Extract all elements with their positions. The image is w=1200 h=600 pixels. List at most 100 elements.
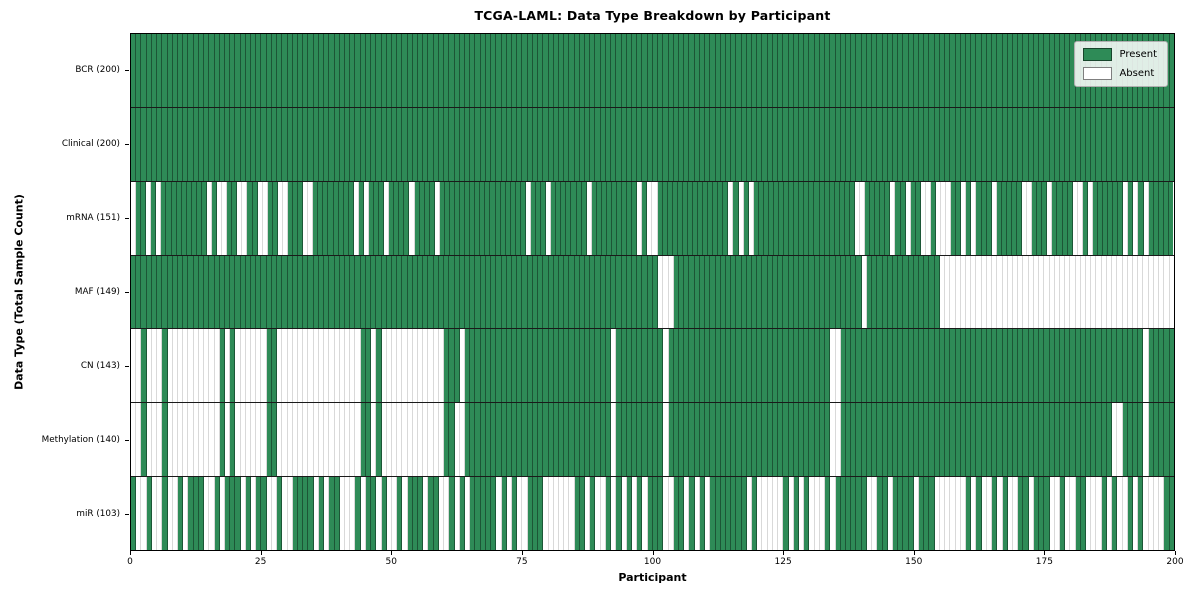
cell-CN-178 xyxy=(1059,329,1066,403)
cell-Clinical-0 xyxy=(131,107,137,181)
cell-BCR-160 xyxy=(966,34,972,107)
cell-CN-107 xyxy=(689,329,695,403)
cell-BCR-163 xyxy=(981,34,987,107)
cell-miR-38 xyxy=(329,477,335,551)
cell-miR-183 xyxy=(1086,477,1092,551)
cell-BCR-73 xyxy=(511,34,518,107)
cell-CN-94 xyxy=(621,329,627,403)
cell-Methylation-55 xyxy=(418,403,424,477)
cell-BCR-27 xyxy=(271,34,278,107)
cell-BCR-176 xyxy=(1049,34,1055,107)
cell-BCR-6 xyxy=(162,34,168,107)
cell-mRNA-94 xyxy=(606,181,612,255)
cell-miR-96 xyxy=(632,477,638,551)
cell-Methylation-50 xyxy=(391,403,398,477)
cell-miR-170 xyxy=(1018,477,1024,551)
cell-Clinical-199 xyxy=(1169,107,1174,181)
cell-miR-128 xyxy=(799,477,805,551)
y-tick-label-MAF: MAF (149) xyxy=(74,287,120,297)
cell-BCR-67 xyxy=(480,34,486,107)
cell-BCR-33 xyxy=(303,34,309,107)
cell-MAF-152 xyxy=(924,255,930,329)
cell-BCR-21 xyxy=(240,34,246,107)
cell-MAF-3 xyxy=(146,255,152,329)
cell-CN-31 xyxy=(292,329,298,403)
cell-mRNA-9 xyxy=(176,181,182,255)
cell-mRNA-93 xyxy=(601,181,607,255)
cell-CN-141 xyxy=(866,329,873,403)
cell-Clinical-189 xyxy=(1117,107,1123,181)
cell-CN-65 xyxy=(470,329,476,403)
cell-BCR-161 xyxy=(971,34,977,107)
cell-Methylation-103 xyxy=(668,403,674,477)
cell-CN-190 xyxy=(1122,329,1128,403)
cell-CN-98 xyxy=(642,329,648,403)
cell-CN-80 xyxy=(548,329,554,403)
cell-BCR-38 xyxy=(329,34,335,107)
cell-CN-127 xyxy=(793,329,799,403)
cell-miR-104 xyxy=(673,477,679,551)
cell-CN-63 xyxy=(459,329,465,403)
cell-MAF-187 xyxy=(1106,255,1113,329)
cell-miR-164 xyxy=(986,477,993,551)
cell-mRNA-155 xyxy=(915,181,921,255)
cell-CN-76 xyxy=(527,329,533,403)
cell-Methylation-73 xyxy=(511,403,518,477)
cell-Clinical-67 xyxy=(480,107,486,181)
cell-miR-69 xyxy=(491,477,497,551)
cell-MAF-155 xyxy=(939,255,946,329)
cell-BCR-145 xyxy=(887,34,893,107)
cell-CN-108 xyxy=(694,329,700,403)
cell-BCR-20 xyxy=(235,34,241,107)
cell-CN-22 xyxy=(245,329,252,403)
cell-BCR-170 xyxy=(1018,34,1024,107)
cell-Clinical-180 xyxy=(1070,107,1076,181)
cell-Clinical-84 xyxy=(569,107,575,181)
cell-mRNA-163 xyxy=(956,181,962,255)
cell-miR-140 xyxy=(861,477,867,551)
cell-Clinical-170 xyxy=(1018,107,1024,181)
cell-Clinical-183 xyxy=(1086,107,1092,181)
cell-miR-148 xyxy=(903,477,909,551)
cell-mRNA-175 xyxy=(1016,181,1022,255)
cell-Clinical-38 xyxy=(329,107,335,181)
cell-Clinical-142 xyxy=(872,107,878,181)
cell-mRNA-38 xyxy=(323,181,329,255)
cell-MAF-34 xyxy=(308,255,314,329)
cell-MAF-37 xyxy=(324,255,330,329)
cell-Methylation-87 xyxy=(585,403,591,477)
cell-Methylation-18 xyxy=(224,403,231,477)
cell-miR-0 xyxy=(131,477,137,551)
cell-miR-189 xyxy=(1117,477,1123,551)
cell-MAF-143 xyxy=(877,255,883,329)
cell-MAF-79 xyxy=(543,255,549,329)
cell-MAF-62 xyxy=(454,255,460,329)
cell-Clinical-52 xyxy=(402,107,408,181)
cell-miR-78 xyxy=(538,477,544,551)
cell-mRNA-104 xyxy=(657,181,663,255)
cell-MAF-61 xyxy=(449,255,455,329)
cell-miR-77 xyxy=(532,477,539,551)
cell-Clinical-16 xyxy=(214,107,220,181)
cell-CN-106 xyxy=(684,329,690,403)
x-tick-mark-0 xyxy=(130,551,131,555)
cell-mRNA-168 xyxy=(981,181,987,255)
cell-miR-63 xyxy=(459,477,465,551)
cell-MAF-148 xyxy=(903,255,909,329)
cell-CN-75 xyxy=(522,329,528,403)
cell-mRNA-80 xyxy=(536,181,542,255)
cell-BCR-25 xyxy=(261,34,267,107)
cell-MAF-183 xyxy=(1086,255,1092,329)
cell-BCR-124 xyxy=(778,34,784,107)
cell-Methylation-75 xyxy=(522,403,528,477)
cell-BCR-14 xyxy=(204,34,210,107)
cell-Clinical-155 xyxy=(939,107,946,181)
cell-CN-165 xyxy=(992,329,998,403)
cell-BCR-66 xyxy=(475,34,481,107)
cell-miR-185 xyxy=(1096,477,1102,551)
cell-CN-9 xyxy=(177,329,184,403)
cell-MAF-190 xyxy=(1122,255,1128,329)
cell-Methylation-148 xyxy=(903,403,909,477)
cell-Methylation-122 xyxy=(767,403,773,477)
cell-MAF-63 xyxy=(459,255,465,329)
